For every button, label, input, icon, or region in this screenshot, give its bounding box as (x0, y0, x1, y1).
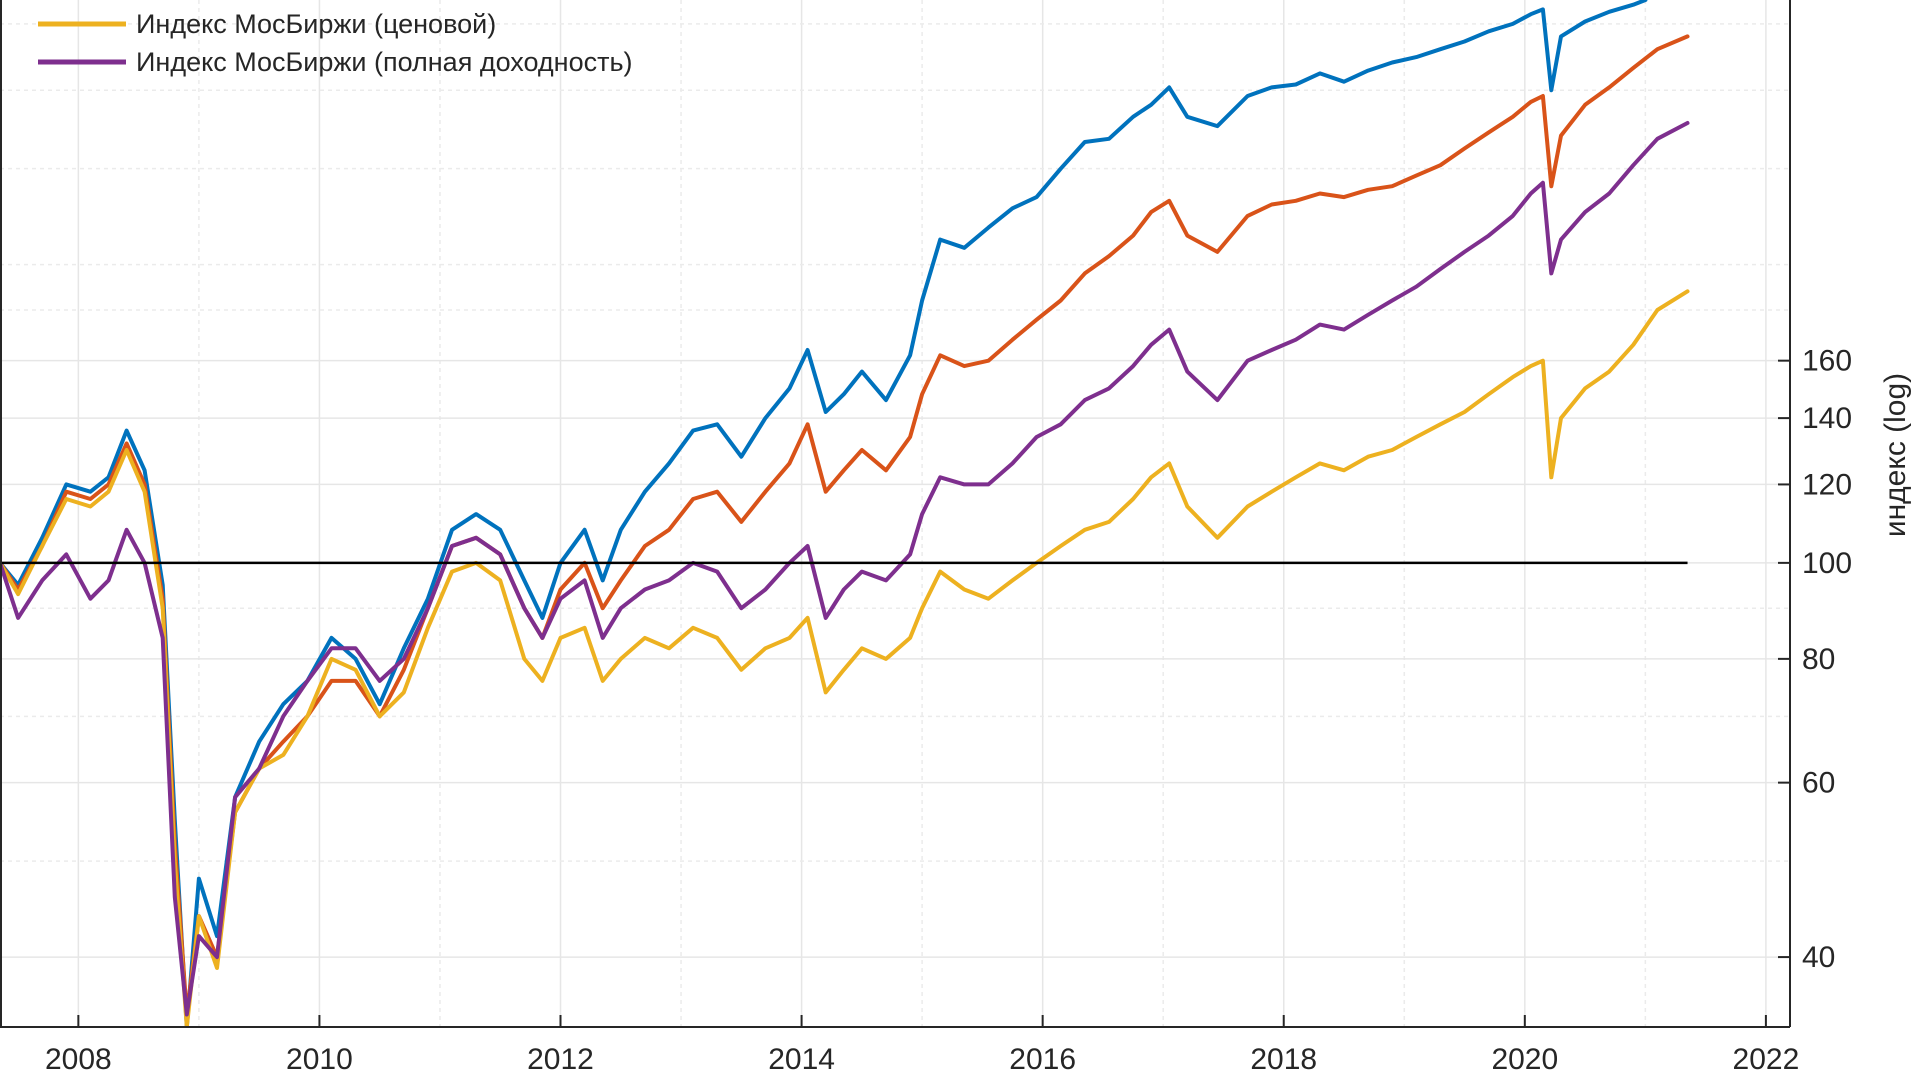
legend-label-4: Индекс МосБиржи (полная доходность) (136, 47, 633, 77)
x-tick-label: 2012 (527, 1043, 594, 1076)
x-tick-label: 2010 (286, 1043, 353, 1076)
x-tick-label: 2016 (1009, 1043, 1076, 1076)
series-layer (0, 0, 1690, 1027)
x-tick-label: 2020 (1491, 1043, 1558, 1076)
y-tick-label: 140 (1802, 402, 1852, 435)
series-line-4 (0, 121, 1690, 1017)
y-tick-label: 160 (1802, 345, 1852, 378)
series-line-1 (0, 0, 1648, 1027)
x-tick-label: 2008 (45, 1043, 112, 1076)
x-tick-label: 2022 (1733, 1043, 1800, 1076)
y-tick-label: 100 (1802, 547, 1852, 580)
y-tick-label: 40 (1802, 941, 1835, 974)
y-axis-label: индекс (log) (1879, 373, 1912, 537)
y-tick-label: 60 (1802, 767, 1835, 800)
x-tick-label: 2018 (1250, 1043, 1317, 1076)
y-tick-label: 120 (1802, 468, 1852, 501)
legend-label-3: Индекс МосБиржи (ценовой) (136, 9, 496, 39)
x-tick-label: 2014 (768, 1043, 835, 1076)
axis-layer: 2008 2010 2012 2014 2016 2018 2020 2022 40 60 80 10… (0, 0, 1852, 1076)
legend: Индекс МосБиржи (ценовой) Индекс МосБиржи… (38, 9, 633, 77)
y-tick-label: 80 (1802, 643, 1835, 676)
series-line-2 (0, 34, 1690, 1017)
grid-layer (0, 0, 1790, 1027)
